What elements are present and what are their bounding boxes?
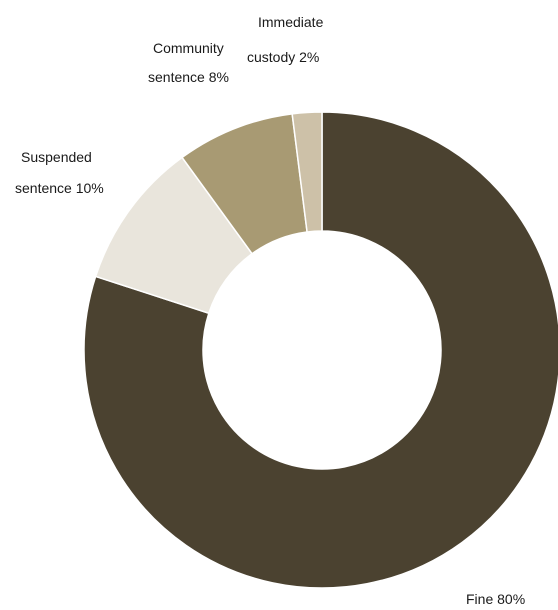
slice-label-suspended-sentence-line1: Suspended bbox=[21, 149, 92, 165]
slice-label-immediate-custody-line1: Immediate bbox=[258, 14, 324, 30]
slice-label-suspended-sentence-line2: sentence 10% bbox=[15, 180, 104, 196]
slice-label-fine: Fine 80% bbox=[466, 591, 525, 607]
slice-label-community-sentence-line1: Community bbox=[153, 40, 224, 56]
donut-slices bbox=[83, 111, 558, 589]
slice-immediate-custody bbox=[291, 111, 323, 233]
slice-label-community-sentence-line2: sentence 8% bbox=[148, 69, 229, 85]
slice-label-immediate-custody-line2: custody 2% bbox=[247, 49, 319, 65]
slice-fine bbox=[83, 111, 558, 589]
